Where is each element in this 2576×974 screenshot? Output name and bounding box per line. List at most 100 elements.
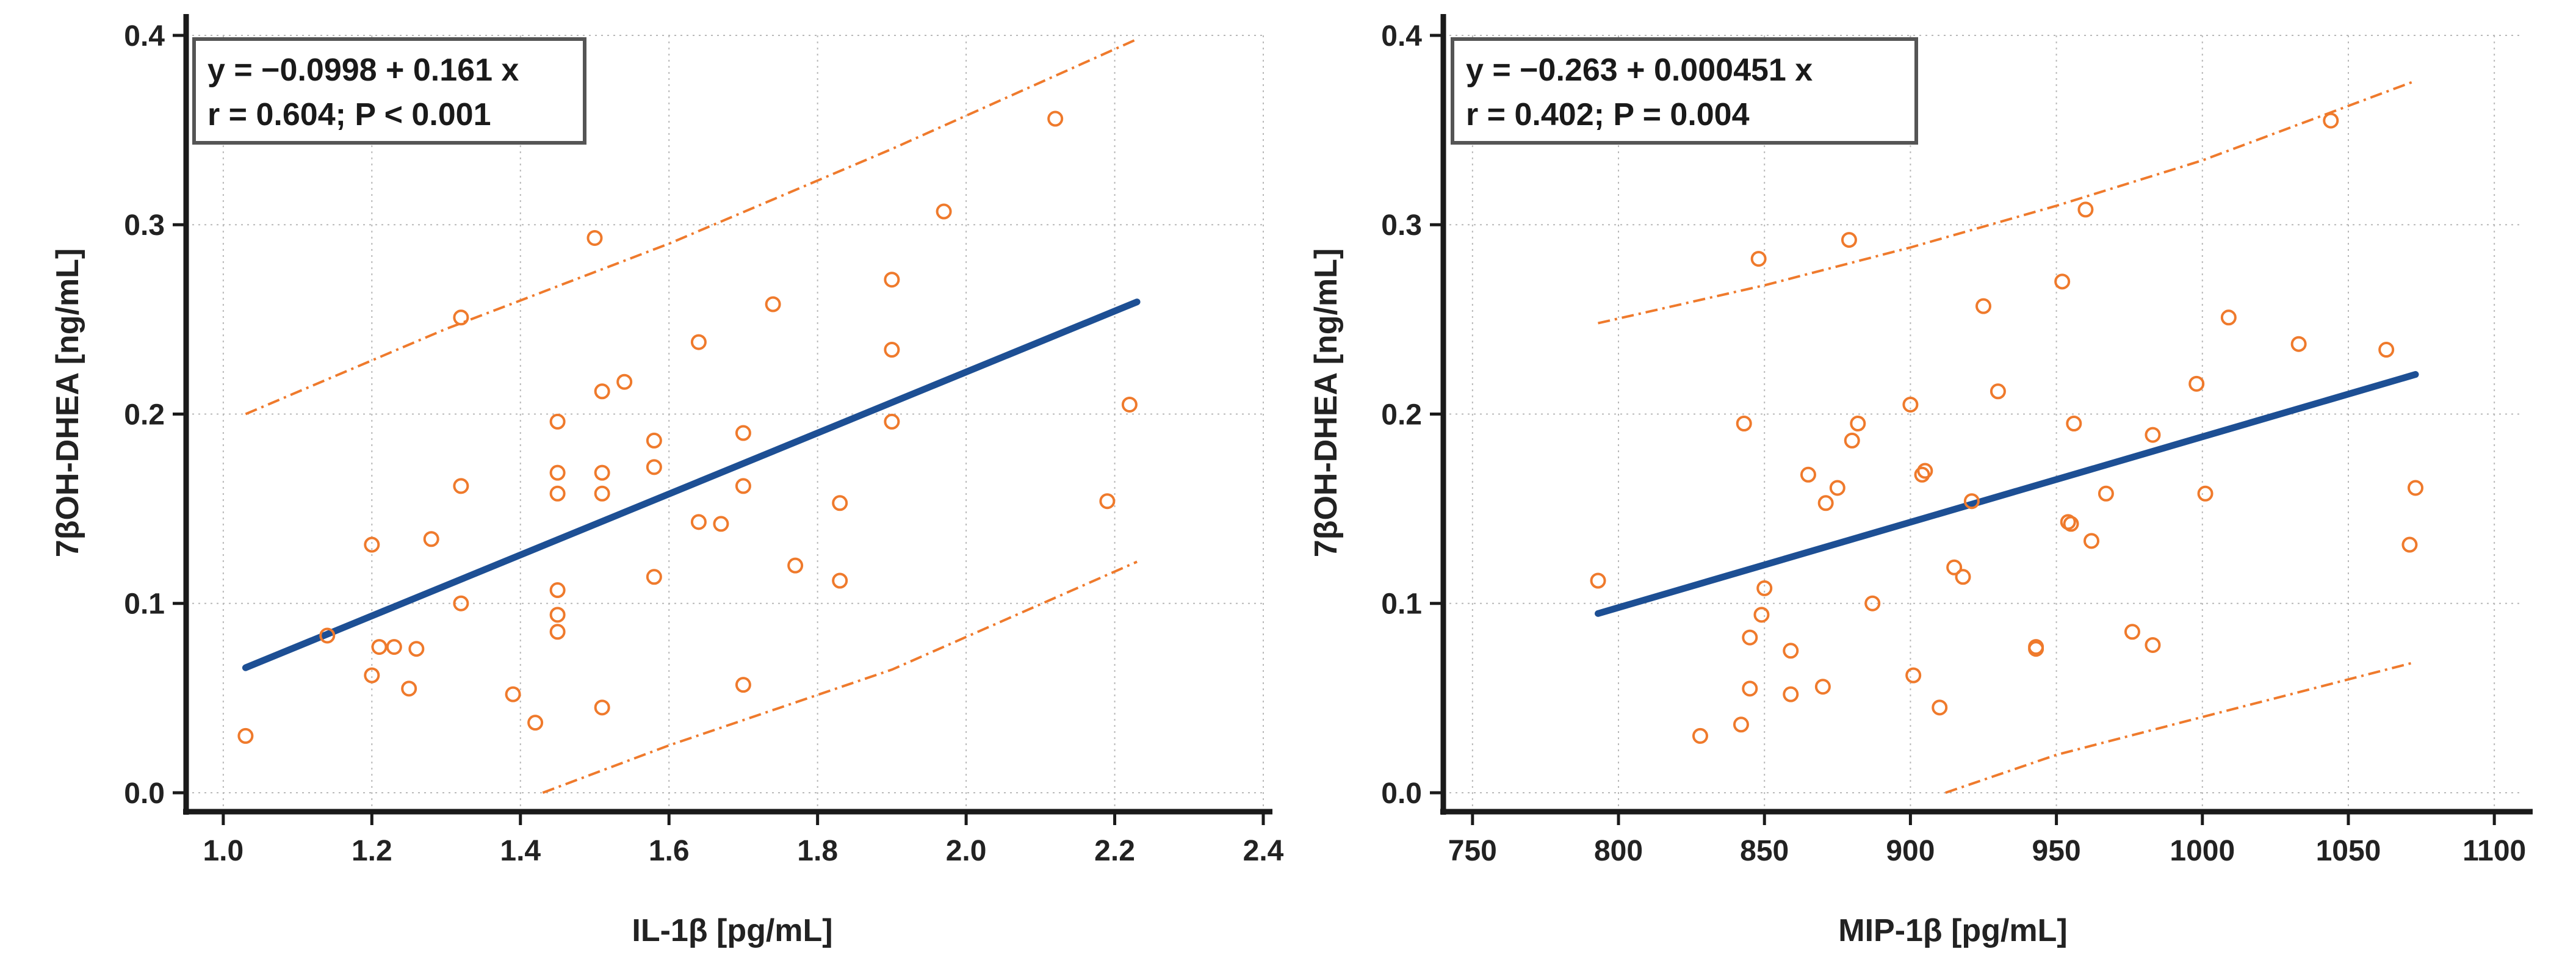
- data-point: [713, 516, 729, 532]
- data-point: [1963, 493, 1980, 510]
- equation-line: y = −0.263 + 0.000451 x: [1466, 52, 1813, 88]
- data-point: [2028, 641, 2044, 657]
- data-point: [1975, 298, 1991, 314]
- data-point: [453, 478, 469, 494]
- data-point: [586, 229, 603, 246]
- x-tick-label: 2.0: [946, 835, 987, 867]
- data-point: [1946, 559, 1963, 575]
- data-point: [690, 514, 707, 530]
- data-points: [1590, 112, 2423, 744]
- data-point: [884, 342, 900, 358]
- grid: [186, 35, 1264, 812]
- data-point: [594, 464, 610, 481]
- data-point: [1753, 607, 1770, 623]
- data-point: [2220, 309, 2237, 326]
- y-axis-label: 7βOH-DHEA [ng/mL]: [1308, 248, 1344, 557]
- y-axis-label: 7βOH-DHEA [ng/mL]: [50, 248, 85, 557]
- data-point: [2066, 416, 2082, 431]
- data-point: [2323, 112, 2339, 129]
- prediction-band-upper: [1598, 79, 2416, 325]
- y-tick-label: 0.0: [124, 777, 165, 810]
- correlation-line: r = 0.604; P < 0.001: [207, 97, 491, 132]
- data-point: [1841, 232, 1857, 248]
- x-tick-label: 1.0: [203, 835, 244, 867]
- fit-line: [242, 298, 1141, 671]
- x-tick-label: 2.2: [1094, 835, 1135, 867]
- data-point: [1917, 463, 1933, 479]
- data-point: [646, 432, 662, 449]
- data-point: [1850, 416, 1866, 431]
- data-point: [646, 459, 662, 475]
- data-point: [646, 569, 662, 585]
- data-point: [832, 572, 848, 589]
- x-tick-label: 1000: [2170, 835, 2235, 867]
- data-point: [1990, 383, 2006, 400]
- x-tick-label: 1.2: [352, 835, 392, 867]
- data-point: [2290, 336, 2307, 352]
- data-point: [371, 639, 388, 655]
- y-tick-label: 0.0: [1381, 777, 1422, 810]
- data-point: [2077, 201, 2094, 218]
- prediction-band-lower: [542, 560, 1138, 794]
- data-point: [453, 595, 469, 611]
- y-tick-label: 0.2: [124, 399, 165, 431]
- data-point: [408, 641, 425, 657]
- x-tick-label: 1050: [2316, 835, 2381, 867]
- data-point: [1932, 699, 1948, 716]
- data-point: [594, 485, 610, 502]
- tick-labels: 750 800 850 900 950 1000 1050 1100 0.0 0.1 0.2 0.3 0…: [1381, 20, 2526, 867]
- x-tick-label: 2.4: [1243, 835, 1284, 867]
- data-point: [1750, 251, 1767, 267]
- data-point: [2401, 536, 2418, 553]
- data-point: [594, 383, 610, 400]
- x-tick-label: 1.8: [797, 835, 838, 867]
- y-tick-label: 0.3: [124, 209, 165, 242]
- data-point: [1736, 416, 1752, 431]
- y-tick-label: 0.1: [124, 588, 165, 621]
- data-point: [1864, 595, 1881, 611]
- data-point: [319, 627, 336, 644]
- data-point: [1800, 466, 1816, 483]
- data-point: [527, 715, 544, 731]
- data-point: [1590, 572, 1606, 589]
- x-tick-label: 750: [1448, 835, 1497, 867]
- correlation-line: r = 0.402; P = 0.004: [1466, 97, 1750, 132]
- x-axis-label: IL-1β [pg/mL]: [632, 913, 832, 948]
- data-point: [2145, 427, 2161, 443]
- x-tick-label: 1100: [2462, 835, 2526, 867]
- y-tick-label: 0.1: [1381, 588, 1422, 621]
- data-point: [1829, 480, 1845, 496]
- data-point: [2188, 375, 2205, 392]
- equation-box: [192, 37, 586, 145]
- data-point: [2098, 485, 2114, 502]
- data-point: [2145, 637, 2161, 653]
- x-axis-label: MIP-1β [pg/mL]: [1838, 913, 2067, 948]
- chart-panel-il1b: 1.0 1.2 1.4 1.6 1.8 2.0 2.2 2.40.00.10.20.30.4 …: [50, 14, 1284, 948]
- data-point: [386, 639, 402, 655]
- data-point: [1756, 580, 1773, 596]
- data-point: [364, 536, 380, 553]
- data-point: [884, 272, 900, 288]
- data-point: [1783, 686, 1799, 702]
- data-point: [1814, 679, 1831, 695]
- data-point: [1905, 667, 1922, 684]
- x-tick-label: 850: [1740, 835, 1789, 867]
- x-tick-label: 950: [2032, 835, 2081, 867]
- data-point: [549, 624, 566, 640]
- data-point: [1047, 110, 1064, 127]
- data-point: [2197, 485, 2213, 502]
- x-tick-label: 1.4: [500, 835, 541, 867]
- regression-line: [1595, 371, 2419, 617]
- data-point: [1742, 680, 1758, 697]
- data-point: [1692, 727, 1708, 744]
- y-tick-label: 0.4: [124, 20, 165, 52]
- data-point: [1955, 569, 1971, 585]
- prediction-band: [245, 38, 1138, 794]
- data-point: [423, 531, 439, 547]
- data-point: [2378, 342, 2395, 358]
- data-point: [453, 309, 469, 326]
- data-point: [401, 680, 417, 697]
- data-point: [1742, 629, 1758, 646]
- chart-panel-mip1b: 750 800 850 900 950 1000 1050 1100 0.0 0.1 0.2 0.3 0…: [1308, 14, 2533, 948]
- data-point: [549, 485, 566, 502]
